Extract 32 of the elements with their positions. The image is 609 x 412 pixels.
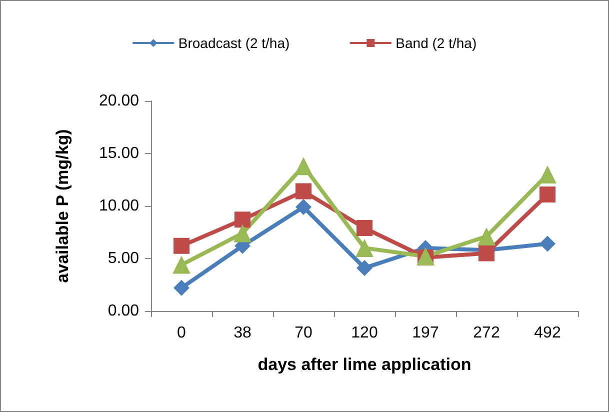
point	[174, 280, 190, 296]
y-tick-label: 5.00	[108, 250, 140, 267]
point	[294, 157, 312, 176]
point	[540, 236, 556, 252]
legend-label: Broadcast (2 t/ha)	[178, 35, 290, 51]
y-tick-label: 20.00	[98, 92, 140, 110]
x-tick-label: 197	[412, 324, 439, 342]
x-tick-label: 38	[234, 324, 252, 342]
point	[356, 260, 372, 276]
point	[538, 166, 556, 184]
point	[478, 245, 494, 262]
x-tick-label: 120	[351, 324, 378, 342]
x-tick-label: 272	[473, 324, 500, 342]
y-axis-title: available P (mg/kg)	[53, 129, 72, 283]
point	[478, 227, 496, 246]
point	[356, 220, 372, 236]
point	[540, 186, 556, 202]
x-tick-label: 0	[177, 324, 186, 342]
point	[296, 199, 312, 216]
legend-label: Band (2 t/ha)	[396, 35, 477, 51]
y-tick-label: 15.00	[98, 145, 140, 162]
y-tick-label: 0.00	[108, 302, 140, 320]
x-tick-label: 70	[294, 324, 312, 342]
y-tick-label: 10.00	[98, 198, 140, 214]
point	[356, 239, 374, 257]
point	[234, 224, 252, 242]
point	[234, 212, 250, 228]
point	[174, 238, 190, 254]
x-tick-label: 492	[534, 324, 561, 342]
x-axis-title: days after lime application	[258, 355, 472, 374]
point	[296, 183, 312, 200]
point	[172, 256, 190, 274]
